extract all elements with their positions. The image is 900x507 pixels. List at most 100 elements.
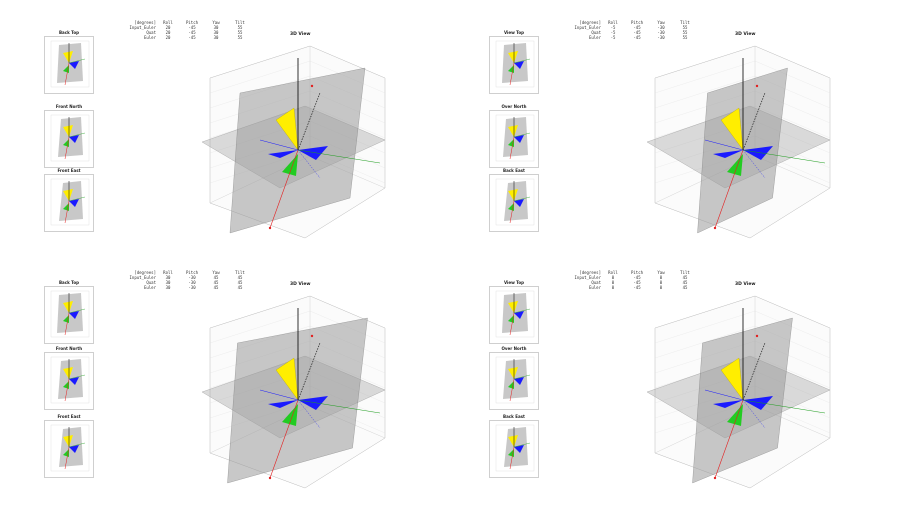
tilted-plane <box>692 317 793 484</box>
thumb-axis-line <box>509 378 515 402</box>
thumb-plot <box>495 40 535 88</box>
x-axis-point <box>310 84 314 88</box>
thumb-axis-line <box>64 136 70 160</box>
thumb-plot <box>495 290 535 338</box>
table-row: Euler 30 -30 45 45 <box>122 285 252 290</box>
table-cell: 45 <box>682 275 688 280</box>
thumb-blue <box>69 445 79 453</box>
body-axis-dashed <box>297 342 321 401</box>
thumb-yellow <box>63 125 73 137</box>
orientation-table: [degrees] Roll Pitch Yaw Tilt Input_Euler -5 -4… <box>567 20 697 40</box>
x-axis-line <box>714 399 744 479</box>
thumb-title: View Top <box>503 30 524 35</box>
table-cell: Quat <box>146 280 156 285</box>
table-cell: 55 <box>237 30 243 35</box>
blue-sector <box>743 396 773 410</box>
thumb-axes <box>50 356 90 404</box>
figure-panel-1: Back Top Front North Front East [degrees… <box>30 12 460 257</box>
body-axis-dashed <box>742 342 766 401</box>
thumb-title: Back Top <box>59 280 79 285</box>
thumb-title: Front North <box>55 346 83 351</box>
table-cell: -45 <box>633 275 641 280</box>
figure-panel-3: Back Top Front North Front East [degrees… <box>30 262 460 507</box>
thumb-axes <box>50 424 90 472</box>
table-row: Quat 30 -30 45 45 <box>122 280 252 285</box>
thumb-axes <box>495 114 535 162</box>
table-header: [degrees] Roll Pitch Yaw Tilt <box>567 20 697 25</box>
table-cell: Quat <box>591 30 601 35</box>
thumb-yellow <box>63 51 73 63</box>
table-cell: Euler <box>588 35 601 40</box>
thumb-axis-line <box>68 442 86 448</box>
table-cell: -5 <box>610 25 616 30</box>
table-cell: Yaw <box>212 270 220 275</box>
blue-axis-line <box>259 389 299 401</box>
main-title: 3D View <box>735 282 756 287</box>
thumb-axis-line <box>513 308 531 314</box>
x-axis-line <box>714 149 744 229</box>
grid-line <box>654 75 756 109</box>
thumb-axis-line <box>509 446 515 470</box>
figure-panel-4: View Top Over North Back East [degrees] R… <box>475 262 900 507</box>
blue-sector <box>268 400 298 408</box>
tilted-plane <box>229 67 366 234</box>
table-row: Euler 0 -45 0 45 <box>567 285 697 290</box>
table-cell: 30 <box>165 280 171 285</box>
thumb-plot <box>50 178 90 226</box>
thumb-title: Back Top <box>59 30 79 35</box>
thumb-axes <box>50 290 90 338</box>
table-cell: Quat <box>146 30 156 35</box>
table-cell: -45 <box>188 35 196 40</box>
thumb-title: Front North <box>55 104 83 109</box>
x-axis-line <box>269 399 299 479</box>
blue-sector <box>298 396 328 410</box>
table-cell: 45 <box>682 280 688 285</box>
table-cell: -5 <box>610 30 616 35</box>
orientation-table: [degrees] Roll Pitch Yaw Tilt Input_Euler 0 -45… <box>567 270 697 290</box>
thumb-plot <box>50 356 90 404</box>
main-3d-plot <box>646 45 831 239</box>
thumb-axis-line <box>64 378 70 402</box>
main-title: 3D View <box>735 32 756 37</box>
grid-line <box>654 310 756 344</box>
thumb-axis-line <box>513 196 531 202</box>
blue-sector <box>298 146 328 160</box>
thumb-plot <box>495 178 535 226</box>
x-axis-point <box>310 334 314 338</box>
thumb-plot <box>50 424 90 472</box>
thumb-blue <box>69 135 79 143</box>
thumb-plot <box>495 114 535 162</box>
thumb-view-3: Back East <box>489 168 539 232</box>
thumb-axis-line <box>68 308 86 314</box>
blue-axis-dashed <box>297 399 321 429</box>
thumb-axis-line <box>68 58 86 64</box>
table-cell: Euler <box>143 285 156 290</box>
thumb-axis-line <box>513 442 531 448</box>
x-axis-point <box>713 226 717 230</box>
thumb-view-3: Front East <box>44 414 94 478</box>
table-cell: -30 <box>657 25 665 30</box>
table-row: Input_Euler -5 -45 -30 55 <box>567 25 697 30</box>
table-cell: -30 <box>188 285 196 290</box>
table-row: Quat -5 -45 -30 55 <box>567 30 697 35</box>
thumb-view-3: Back East <box>489 414 539 478</box>
y-axis-line <box>297 399 381 414</box>
table-cell: 0 <box>611 285 615 290</box>
thumb-title: Back East <box>503 414 525 419</box>
table-cell: Input_Euler <box>129 25 157 30</box>
table-row: Input_Euler 0 -45 0 45 <box>567 275 697 280</box>
table-cell: 55 <box>237 35 243 40</box>
grid-line <box>209 60 311 94</box>
thumb-yellow <box>63 435 73 447</box>
yellow-sector <box>720 107 744 151</box>
grid-line <box>654 325 756 359</box>
blue-sector <box>268 150 298 158</box>
thumb-plot <box>495 356 535 404</box>
thumb-plot <box>495 424 535 472</box>
thumb-view-2: Front North <box>44 104 94 168</box>
thumb-blue <box>69 61 79 69</box>
blue-axis-line <box>704 139 744 151</box>
yellow-sector <box>275 357 299 401</box>
table-cell: Input_Euler <box>574 25 602 30</box>
green-sector <box>727 404 743 426</box>
